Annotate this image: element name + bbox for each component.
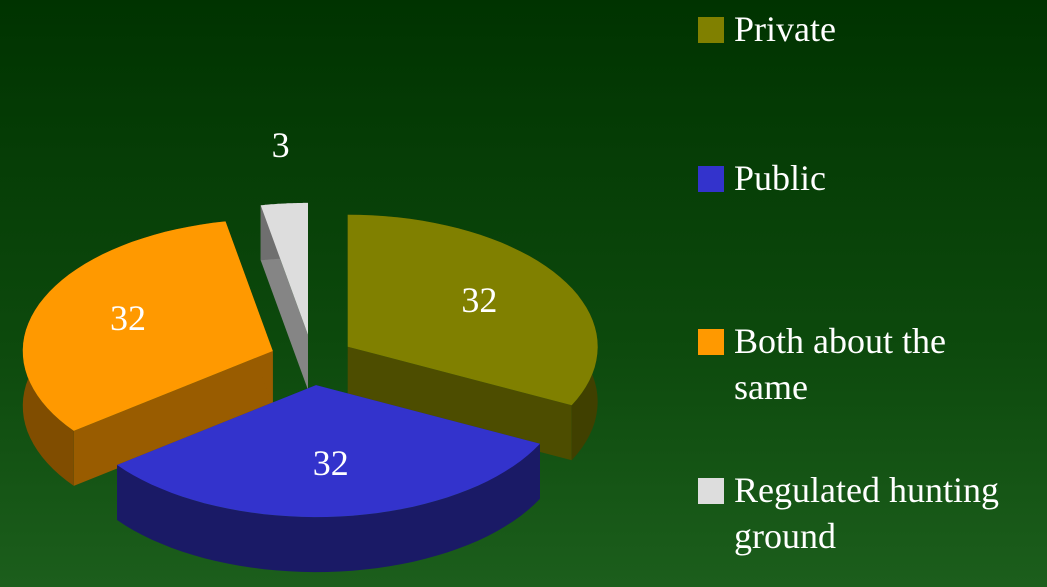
slice	[260, 202, 308, 335]
legend-item: Public	[698, 155, 1018, 201]
legend-label: Regulated hunting ground	[734, 470, 999, 556]
legend-label: Public	[734, 158, 827, 198]
legend-label: Both about the same	[734, 321, 946, 407]
data-label: 32	[313, 443, 349, 483]
slice-side	[347, 346, 572, 461]
legend-item: Regulated hunting ground	[698, 467, 1018, 559]
legend-swatch	[698, 329, 724, 355]
slice	[347, 214, 598, 406]
slice-wall	[117, 443, 540, 573]
legend-swatch	[698, 478, 724, 504]
slice	[22, 221, 273, 431]
legend-item: Private	[698, 6, 1018, 52]
data-label: 3	[272, 125, 290, 165]
legend-item: Both about the same	[698, 318, 1018, 410]
data-label: 32	[110, 298, 146, 338]
slice	[117, 385, 540, 518]
legend-swatch	[698, 166, 724, 192]
legend-label: Private	[734, 9, 836, 49]
slice-side	[73, 351, 273, 486]
data-label: 32	[461, 280, 497, 320]
legend-swatch	[698, 17, 724, 43]
